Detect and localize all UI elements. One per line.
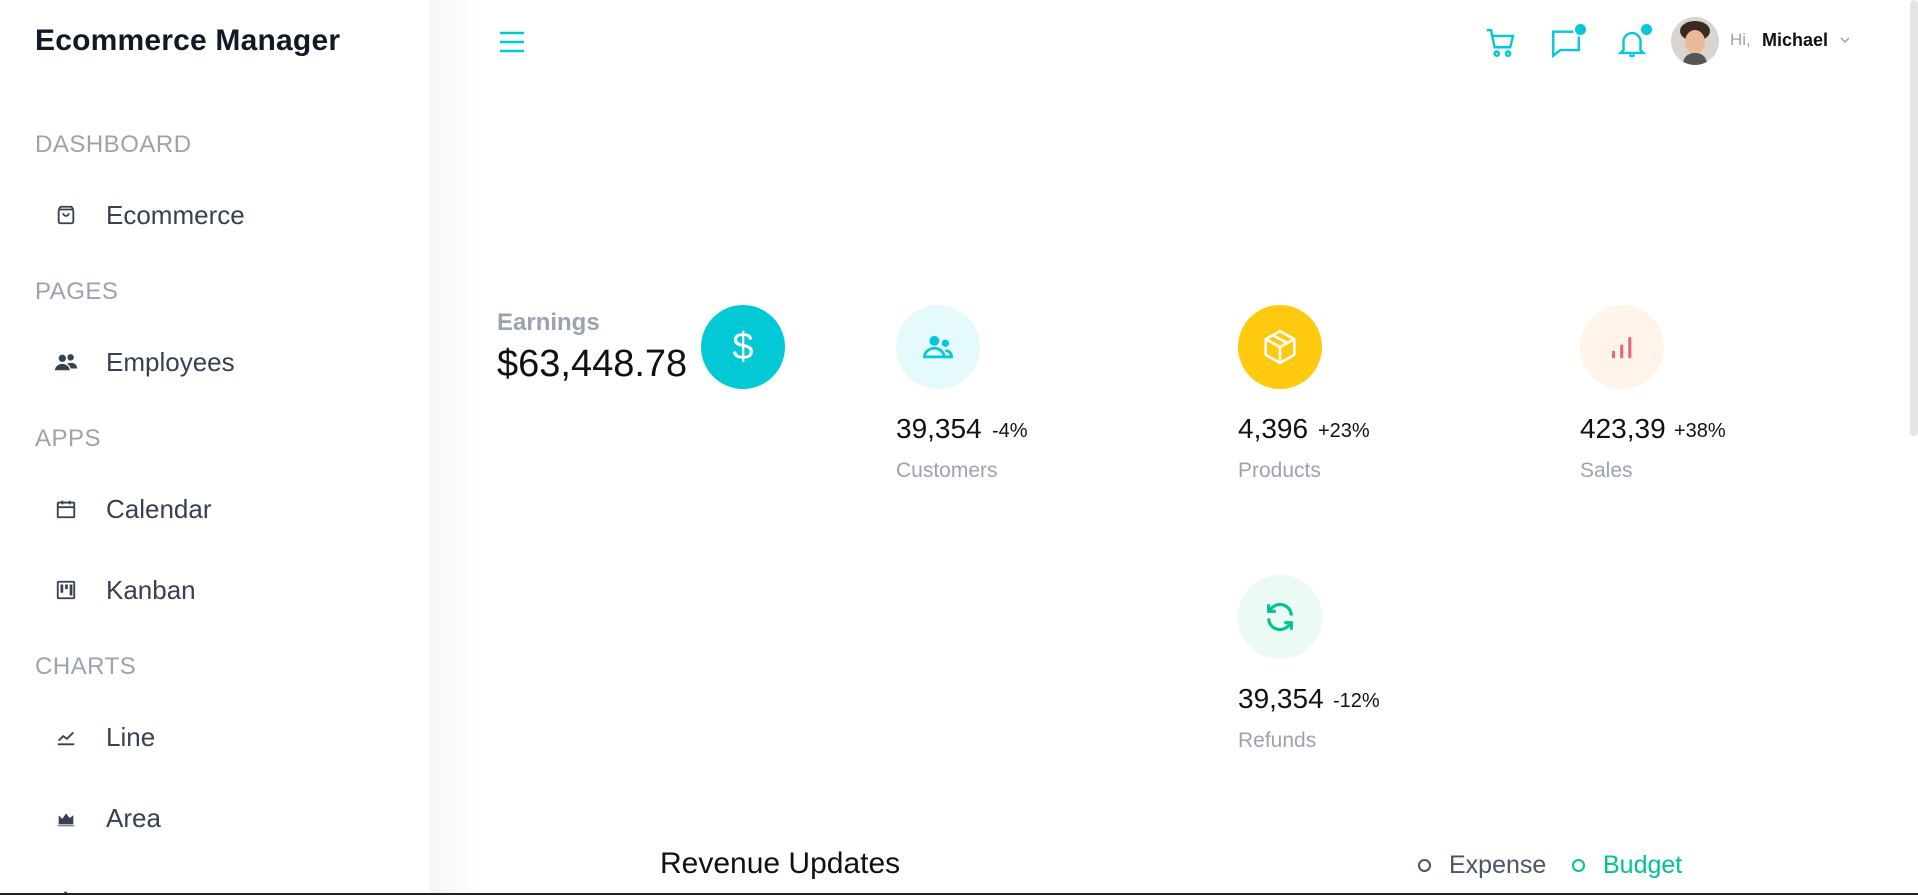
sidebar-shadow [430, 0, 476, 895]
customers-title: Customers [896, 459, 998, 482]
revenue-title: Revenue Updates [660, 847, 901, 880]
earnings-label: Earnings [497, 309, 600, 336]
username[interactable]: Michael [1762, 30, 1829, 50]
sidebar-item-calendar[interactable]: Calendar [0, 480, 430, 538]
greeting-text: Hi, [1730, 30, 1751, 49]
refunds-value: 39,354 [1238, 683, 1324, 714]
legend-label: Budget [1603, 851, 1683, 879]
sidebar-item-label: Ecommerce [106, 199, 245, 230]
sidebar-item-label: Employees [106, 346, 235, 377]
chat-notification-dot [1573, 22, 1588, 37]
people-icon [52, 348, 80, 376]
sidebar-item-ecommerce[interactable]: Ecommerce [0, 186, 430, 244]
section-apps: APPS [35, 425, 102, 452]
sales-change: +38% [1674, 420, 1726, 442]
shopping-bag-icon [52, 201, 80, 229]
products-title: Products [1238, 459, 1321, 482]
calendar-icon [52, 495, 80, 523]
bottom-border [0, 893, 1918, 895]
sidebar-item-label: Calendar [106, 493, 212, 524]
sidebar-item-label: Area [106, 802, 161, 833]
kanban-icon [52, 576, 80, 604]
section-charts: CHARTS [35, 653, 137, 680]
box-icon[interactable] [1238, 305, 1322, 389]
sidebar-item-partial[interactable] [0, 870, 430, 895]
sidebar: Ecommerce Manager DASHBOARD Ecommerce PA… [0, 0, 430, 895]
legend-label: Expense [1449, 851, 1547, 879]
bell-icon[interactable] [1615, 22, 1654, 60]
sidebar-item-label: Kanban [106, 574, 196, 605]
sidebar-item-area[interactable]: Area [0, 789, 430, 847]
products-value: 4,396 [1238, 413, 1309, 444]
products-change: +23% [1318, 420, 1370, 442]
expense-ring-icon [1418, 859, 1431, 872]
dollar-glyph: $ [732, 325, 754, 368]
sidebar-item-kanban[interactable]: Kanban [0, 561, 430, 619]
section-pages: PAGES [35, 278, 119, 305]
sales-title: Sales [1580, 459, 1633, 482]
cart-icon[interactable] [1484, 26, 1518, 60]
earnings-value: $63,448.78 [497, 343, 688, 385]
menu-icon[interactable] [498, 30, 526, 54]
refunds-title: Refunds [1238, 729, 1317, 752]
customers-change: -4% [992, 420, 1028, 442]
customers-value: 39,354 [896, 413, 982, 444]
scrollbar[interactable] [1910, 0, 1918, 436]
sidebar-item-line[interactable]: Line [0, 708, 430, 766]
line-chart-icon [52, 723, 80, 751]
refresh-icon[interactable] [1238, 575, 1322, 659]
area-chart-icon [52, 804, 80, 832]
sidebar-item-label: Line [106, 721, 156, 752]
section-dashboard: DASHBOARD [35, 131, 192, 158]
legend-budget[interactable]: Budget [1572, 851, 1682, 880]
dollar-icon[interactable]: $ [701, 305, 785, 389]
customers-icon[interactable] [896, 305, 980, 389]
bar-chart-icon[interactable] [1580, 305, 1664, 389]
chat-icon[interactable] [1549, 22, 1588, 60]
avatar[interactable] [1671, 17, 1719, 65]
bell-notification-dot [1639, 22, 1654, 37]
sales-value: 423,39 [1580, 413, 1666, 444]
brand-title[interactable]: Ecommerce Manager [35, 24, 341, 57]
legend-expense[interactable]: Expense [1418, 851, 1546, 880]
budget-ring-icon [1572, 859, 1585, 872]
sidebar-item-employees[interactable]: Employees [0, 333, 430, 391]
refunds-change: -12% [1333, 690, 1380, 712]
chevron-down-icon[interactable] [1838, 33, 1852, 47]
